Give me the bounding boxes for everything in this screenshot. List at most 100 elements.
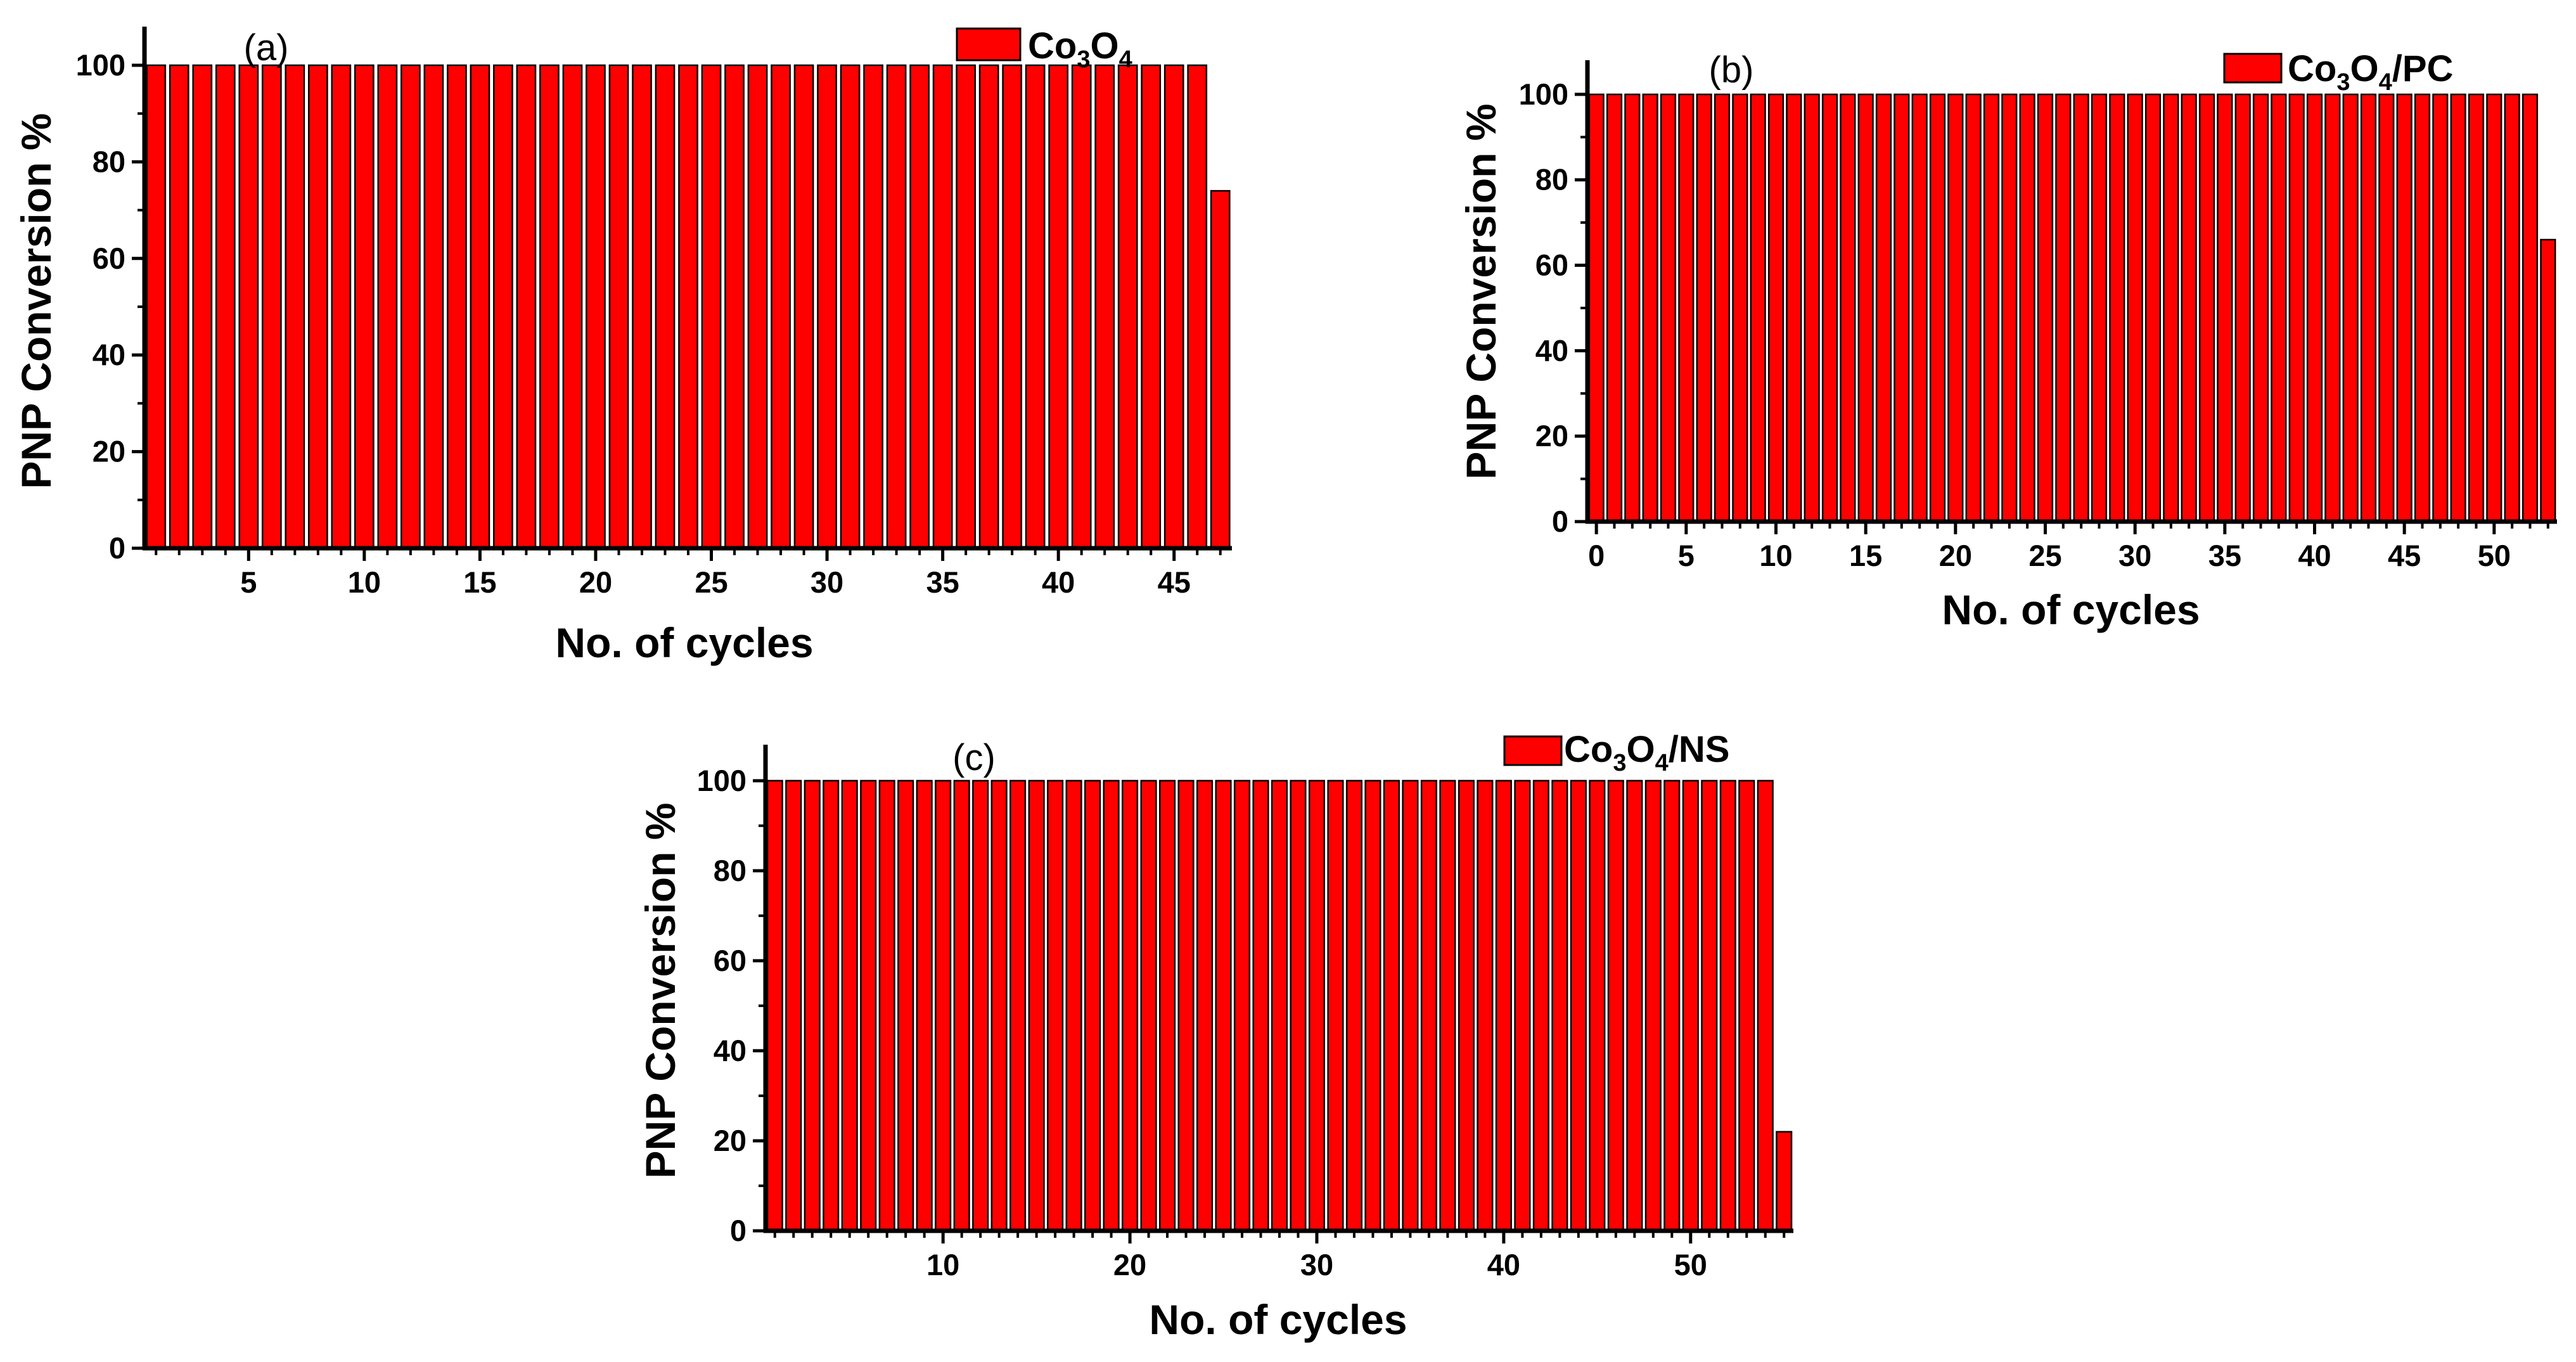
bar-c-52 bbox=[1719, 780, 1736, 1232]
bar-b-50 bbox=[2486, 93, 2502, 523]
bar-a-17 bbox=[516, 64, 537, 549]
x-tick-label-a-10: 10 bbox=[348, 565, 381, 599]
bar-c-48 bbox=[1644, 780, 1662, 1232]
bar-a-31 bbox=[840, 64, 861, 549]
bar-b-30 bbox=[2127, 93, 2143, 523]
bar-c-27 bbox=[1252, 780, 1269, 1232]
bar-c-8 bbox=[897, 780, 914, 1232]
bar-a-3 bbox=[192, 64, 213, 549]
bar-a-43 bbox=[1117, 64, 1138, 549]
panel-c: 0 20 40 60 80 100 10 20 30 40 50 No. of cycles PNP… bbox=[637, 729, 1793, 1343]
bar-c-2 bbox=[785, 780, 802, 1232]
bar-b-23 bbox=[2001, 93, 2018, 523]
bar-a-37 bbox=[978, 64, 999, 549]
bar-c-24 bbox=[1196, 780, 1214, 1232]
bar-b-41 bbox=[2324, 93, 2341, 523]
bar-a-13 bbox=[423, 64, 444, 549]
y-tick-label-c-0: 0 bbox=[730, 1214, 747, 1247]
bar-b-44 bbox=[2378, 93, 2395, 523]
bar-c-23 bbox=[1177, 780, 1195, 1232]
bar-b-25 bbox=[2037, 93, 2054, 523]
x-tick-label-a-45: 45 bbox=[1158, 565, 1191, 599]
bar-a-7 bbox=[285, 64, 305, 549]
x-axis-label-b: No. of cycles bbox=[1942, 586, 2200, 633]
bar-b-43 bbox=[2360, 93, 2377, 523]
bar-b-18 bbox=[1911, 93, 1928, 523]
legend-swatch-a bbox=[956, 27, 1022, 61]
bar-b-52 bbox=[2522, 93, 2539, 523]
bar-b-42 bbox=[2342, 93, 2359, 523]
legend-c: Co3O4/NS bbox=[1503, 729, 1729, 776]
legend-a: Co3O4 bbox=[956, 25, 1132, 73]
bar-a-10 bbox=[354, 64, 375, 549]
x-tick-label-c-30: 30 bbox=[1300, 1248, 1333, 1282]
bar-b-10 bbox=[1767, 93, 1785, 523]
bar-c-31 bbox=[1327, 780, 1344, 1232]
bar-c-35 bbox=[1402, 780, 1419, 1232]
bar-b-21 bbox=[1965, 93, 1982, 523]
x-axis-label-c: No. of cycles bbox=[1149, 1296, 1407, 1343]
bar-c-10 bbox=[935, 780, 952, 1232]
bar-a-16 bbox=[493, 64, 513, 549]
bars-b bbox=[1588, 93, 2556, 523]
bar-c-42 bbox=[1532, 780, 1549, 1232]
bar-b-20 bbox=[1947, 93, 1964, 523]
bar-b-35 bbox=[2217, 93, 2233, 523]
x-tick-label-a-20: 20 bbox=[579, 565, 612, 599]
y-tick-label-b-100: 100 bbox=[1519, 77, 1568, 111]
bar-a-32 bbox=[863, 64, 883, 549]
bar-a-19 bbox=[562, 64, 583, 549]
y-tick-label-a-100: 100 bbox=[76, 48, 125, 82]
bar-b-0 bbox=[1588, 93, 1605, 523]
bar-b-47 bbox=[2432, 93, 2449, 523]
bar-c-39 bbox=[1477, 780, 1494, 1232]
bar-a-40 bbox=[1048, 64, 1069, 549]
x-tick-label-a-35: 35 bbox=[926, 565, 959, 599]
bar-a-27 bbox=[747, 64, 768, 549]
panel-b: 0 20 40 60 80 100 0 5 10 15 20 25 30 35 40 45 50 No. of … bbox=[1458, 48, 2557, 633]
bar-b-51 bbox=[2504, 93, 2520, 523]
bar-b-33 bbox=[2181, 93, 2197, 523]
bar-b-29 bbox=[2109, 93, 2125, 523]
x-tick-label-c-20: 20 bbox=[1113, 1248, 1146, 1282]
y-tick-label-b-40: 40 bbox=[1535, 333, 1568, 367]
bar-a-1 bbox=[146, 64, 167, 549]
bars-c bbox=[766, 780, 1793, 1232]
x-tick-label-b-40: 40 bbox=[2298, 539, 2331, 572]
x-tick-label-a-25: 25 bbox=[695, 565, 727, 599]
bar-a-36 bbox=[956, 64, 976, 549]
y-tick-label-a-80: 80 bbox=[93, 145, 125, 178]
legend-label-c: Co3O4/NS bbox=[1564, 729, 1729, 776]
bar-b-12 bbox=[1804, 93, 1820, 523]
bar-c-49 bbox=[1663, 780, 1681, 1232]
bar-c-14 bbox=[1009, 780, 1027, 1232]
bar-b-9 bbox=[1750, 93, 1766, 523]
bar-a-12 bbox=[400, 64, 421, 549]
panel-label-a: (a) bbox=[244, 27, 289, 68]
bar-b-6 bbox=[1696, 93, 1712, 523]
ticks-c: 0 20 40 60 80 100 10 20 30 40 50 bbox=[697, 764, 1786, 1282]
bar-a-22 bbox=[632, 64, 652, 549]
bar-c-29 bbox=[1290, 780, 1307, 1232]
bar-c-28 bbox=[1271, 780, 1288, 1232]
y-tick-label-a-20: 20 bbox=[93, 435, 125, 468]
bar-a-42 bbox=[1094, 64, 1115, 549]
bar-b-5 bbox=[1678, 93, 1695, 523]
bar-b-40 bbox=[2306, 93, 2323, 523]
bar-c-11 bbox=[953, 780, 970, 1232]
bar-c-36 bbox=[1420, 780, 1437, 1232]
bar-b-37 bbox=[2252, 93, 2269, 523]
bar-c-44 bbox=[1570, 780, 1587, 1232]
bar-b-2 bbox=[1624, 93, 1641, 523]
bar-b-17 bbox=[1894, 93, 1910, 523]
y-tick-label-c-80: 80 bbox=[714, 854, 747, 887]
bar-b-19 bbox=[1929, 93, 1946, 523]
bar-c-43 bbox=[1551, 780, 1568, 1232]
bar-c-5 bbox=[841, 780, 858, 1232]
x-tick-label-b-35: 35 bbox=[2208, 539, 2241, 572]
bar-a-2 bbox=[169, 64, 189, 549]
panel-label-b: (b) bbox=[1709, 49, 1754, 91]
x-tick-label-b-0: 0 bbox=[1588, 539, 1605, 572]
bar-a-4 bbox=[215, 64, 236, 549]
ticks-b: 0 20 40 60 80 100 0 5 10 15 20 25 30 35 40 45 50 bbox=[1519, 77, 2549, 572]
